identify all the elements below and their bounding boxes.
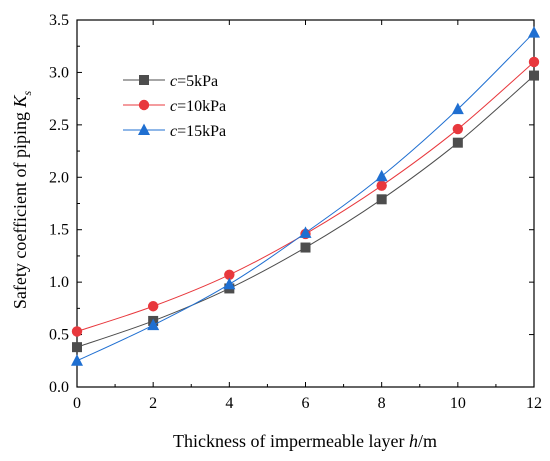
x-tick-label: 0	[73, 395, 81, 412]
data-point	[528, 26, 540, 38]
data-point	[71, 354, 83, 366]
y-tick-label: 3.5	[49, 12, 69, 29]
legend-label-var: c	[170, 73, 177, 90]
legend-item-2: c=10kPa	[123, 98, 226, 115]
data-point	[376, 180, 387, 191]
data-point	[452, 123, 464, 135]
data-point	[452, 137, 463, 148]
legend-label: c=5kPa	[170, 73, 218, 90]
x-tick-label: 2	[149, 395, 157, 412]
data-point	[72, 342, 82, 353]
series-layer	[71, 26, 540, 366]
x-tick-label: 10	[450, 395, 466, 412]
data-point	[223, 277, 236, 290]
legend-item-3: c=15kPa	[123, 123, 226, 140]
y-tick-label: 3.0	[49, 64, 69, 81]
data-point	[224, 269, 235, 281]
data-point	[147, 301, 159, 312]
legend-label-value: =15kPa	[177, 123, 226, 140]
data-point	[451, 102, 464, 115]
data-point	[529, 70, 539, 81]
x-axis-ticks: 0 2 4 6 8 10 12	[73, 20, 542, 412]
legend-marker	[139, 75, 149, 85]
y-axis-title: Safety coefficient of piping Ks	[10, 91, 34, 310]
y-tick-label: 2.5	[49, 117, 69, 134]
data-point	[299, 226, 312, 238]
data-point	[528, 56, 540, 68]
series-3	[71, 26, 540, 366]
data-point	[375, 169, 388, 182]
data-point	[376, 194, 387, 205]
x-tick-label: 8	[378, 395, 386, 412]
data-point	[147, 318, 160, 331]
legend-marker	[138, 99, 150, 111]
legend-label-var: c	[170, 123, 177, 140]
series-line	[76, 75, 535, 348]
legend-label: c=10kPa	[170, 98, 226, 115]
data-point	[71, 326, 83, 337]
y-axis-ticks: 0.0 0.5 1.0 1.5 2.0 2.5 3.0 3.5	[49, 12, 534, 396]
x-tick-label: 12	[526, 395, 542, 412]
data-point	[300, 242, 311, 253]
x-tick-label: 4	[225, 395, 233, 412]
y-tick-label: 0.0	[49, 379, 69, 396]
y-tick-label: 2.0	[49, 169, 69, 186]
legend-marker	[138, 123, 150, 135]
y-tick-label: 1.0	[49, 274, 69, 291]
y-tick-label: 1.5	[49, 222, 69, 239]
legend-label-value: =5kPa	[177, 73, 218, 90]
x-axis-title: Thickness of impermeable layer h/m	[173, 431, 437, 451]
legend-item-1: c=5kPa	[123, 73, 218, 90]
x-tick-label: 6	[302, 395, 310, 412]
legend-label-var: c	[170, 98, 177, 115]
y-tick-label: 0.5	[49, 327, 69, 344]
legend-label: c=15kPa	[170, 123, 226, 140]
legend-label-value: =10kPa	[177, 98, 226, 115]
